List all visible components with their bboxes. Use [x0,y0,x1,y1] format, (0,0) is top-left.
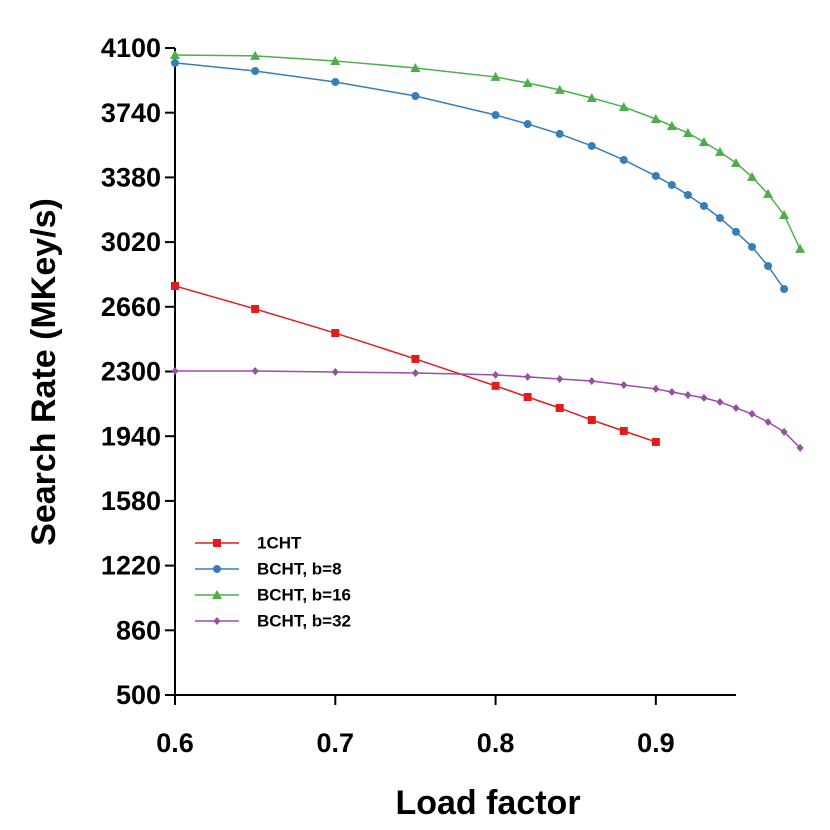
marker [411,91,420,100]
marker [330,55,341,65]
y-tick-label: 3020 [101,227,161,257]
marker [523,120,532,129]
marker [764,262,773,271]
marker [555,129,564,138]
marker [668,387,676,396]
series-line [174,54,801,250]
marker [795,243,806,253]
marker [732,403,740,412]
marker [331,77,340,86]
marker [651,437,660,446]
y-tick-label: 1580 [101,486,161,516]
marker [699,201,708,210]
series-line [174,285,657,443]
marker [556,375,564,384]
marker [411,368,419,377]
marker [619,426,628,435]
marker [716,398,724,407]
marker [682,128,693,138]
legend-label: 1CHT [257,533,302,552]
marker [331,368,339,377]
marker [410,62,421,72]
marker [618,101,629,111]
marker [587,141,596,150]
marker [666,120,677,130]
x-tick-label: 0.6 [156,728,194,758]
marker [748,409,756,418]
marker [251,366,259,375]
y-tick-label: 2300 [101,357,161,387]
marker [171,281,179,290]
y-tick-label: 3380 [101,163,161,193]
marker [731,158,741,168]
marker [171,366,179,375]
marker [554,84,565,94]
marker [587,416,596,425]
marker [491,111,500,120]
marker [586,92,597,102]
y-tick-label: 500 [116,680,161,710]
marker [779,209,790,219]
marker [251,67,260,76]
marker [651,171,660,180]
legend-marker [212,590,222,599]
marker [780,285,789,294]
x-tick-label: 0.7 [317,728,355,758]
series-line [174,62,785,290]
x-tick-label: 0.8 [477,728,515,758]
y-tick-label: 3740 [101,98,161,128]
marker [652,384,660,393]
marker [763,188,774,198]
y-tick-label: 2660 [101,292,161,322]
marker [171,58,179,67]
marker [684,391,692,400]
marker [490,71,501,81]
y-tick-label: 1220 [101,551,161,581]
marker [588,377,596,386]
marker [748,242,757,251]
marker [650,113,661,123]
legend-marker [213,565,221,573]
legend-marker [213,539,221,547]
x-axis-label: Load factor [395,784,580,822]
marker [667,180,676,189]
marker [796,443,804,452]
y-axis-label: Search Rate (MKey/s) [25,198,63,546]
marker [491,381,500,390]
legend-label: BCHT, b=16 [257,585,351,604]
legend-marker [213,617,221,625]
marker [698,136,709,146]
marker [700,393,708,402]
x-tick-label: 0.9 [637,728,675,758]
marker [764,418,772,427]
marker [747,171,758,181]
y-tick-label: 1940 [101,421,161,451]
marker [780,427,788,436]
marker [714,146,725,156]
marker [619,155,628,164]
legend-label: BCHT, b=32 [257,611,351,630]
marker [170,50,180,60]
legend-label: BCHT, b=8 [257,559,342,578]
marker [620,380,628,389]
marker [683,191,692,200]
marker [715,214,724,223]
y-tick-label: 860 [116,615,161,645]
marker [555,403,564,412]
marker [524,372,532,381]
marker [331,329,340,338]
marker [492,370,500,379]
marker [250,50,261,60]
marker [523,393,532,402]
marker [732,227,740,236]
marker [411,354,420,363]
marker [251,304,260,313]
y-tick-label: 4100 [101,33,161,63]
marker [522,78,533,88]
